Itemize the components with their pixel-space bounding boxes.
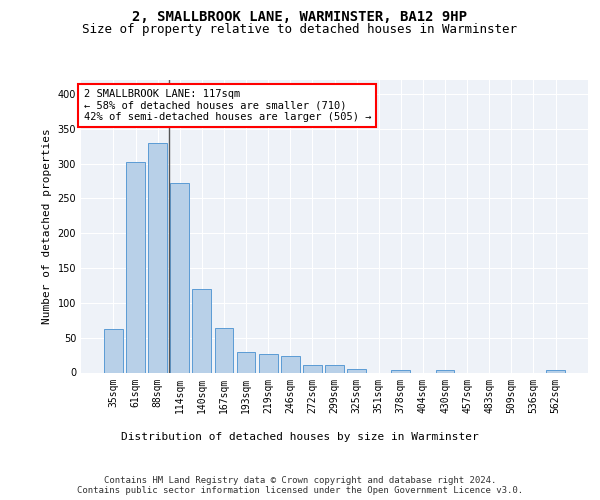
Bar <box>104 330 123 372</box>
Bar <box>170 183 189 372</box>
Bar <box>303 365 322 372</box>
Bar <box>391 370 410 372</box>
Bar <box>347 369 366 372</box>
Bar <box>281 356 299 372</box>
Bar <box>236 352 256 372</box>
Bar <box>148 142 167 372</box>
Bar <box>259 354 278 372</box>
Text: Contains HM Land Registry data © Crown copyright and database right 2024.
Contai: Contains HM Land Registry data © Crown c… <box>77 476 523 495</box>
Bar <box>193 289 211 372</box>
Text: 2, SMALLBROOK LANE, WARMINSTER, BA12 9HP: 2, SMALLBROOK LANE, WARMINSTER, BA12 9HP <box>133 10 467 24</box>
Text: 2 SMALLBROOK LANE: 117sqm
← 58% of detached houses are smaller (710)
42% of semi: 2 SMALLBROOK LANE: 117sqm ← 58% of detac… <box>83 89 371 122</box>
Bar <box>325 365 344 372</box>
Bar <box>126 162 145 372</box>
Text: Distribution of detached houses by size in Warminster: Distribution of detached houses by size … <box>121 432 479 442</box>
Text: Size of property relative to detached houses in Warminster: Size of property relative to detached ho… <box>83 22 517 36</box>
Bar <box>215 328 233 372</box>
Bar <box>436 370 454 372</box>
Y-axis label: Number of detached properties: Number of detached properties <box>42 128 52 324</box>
Bar <box>546 370 565 372</box>
